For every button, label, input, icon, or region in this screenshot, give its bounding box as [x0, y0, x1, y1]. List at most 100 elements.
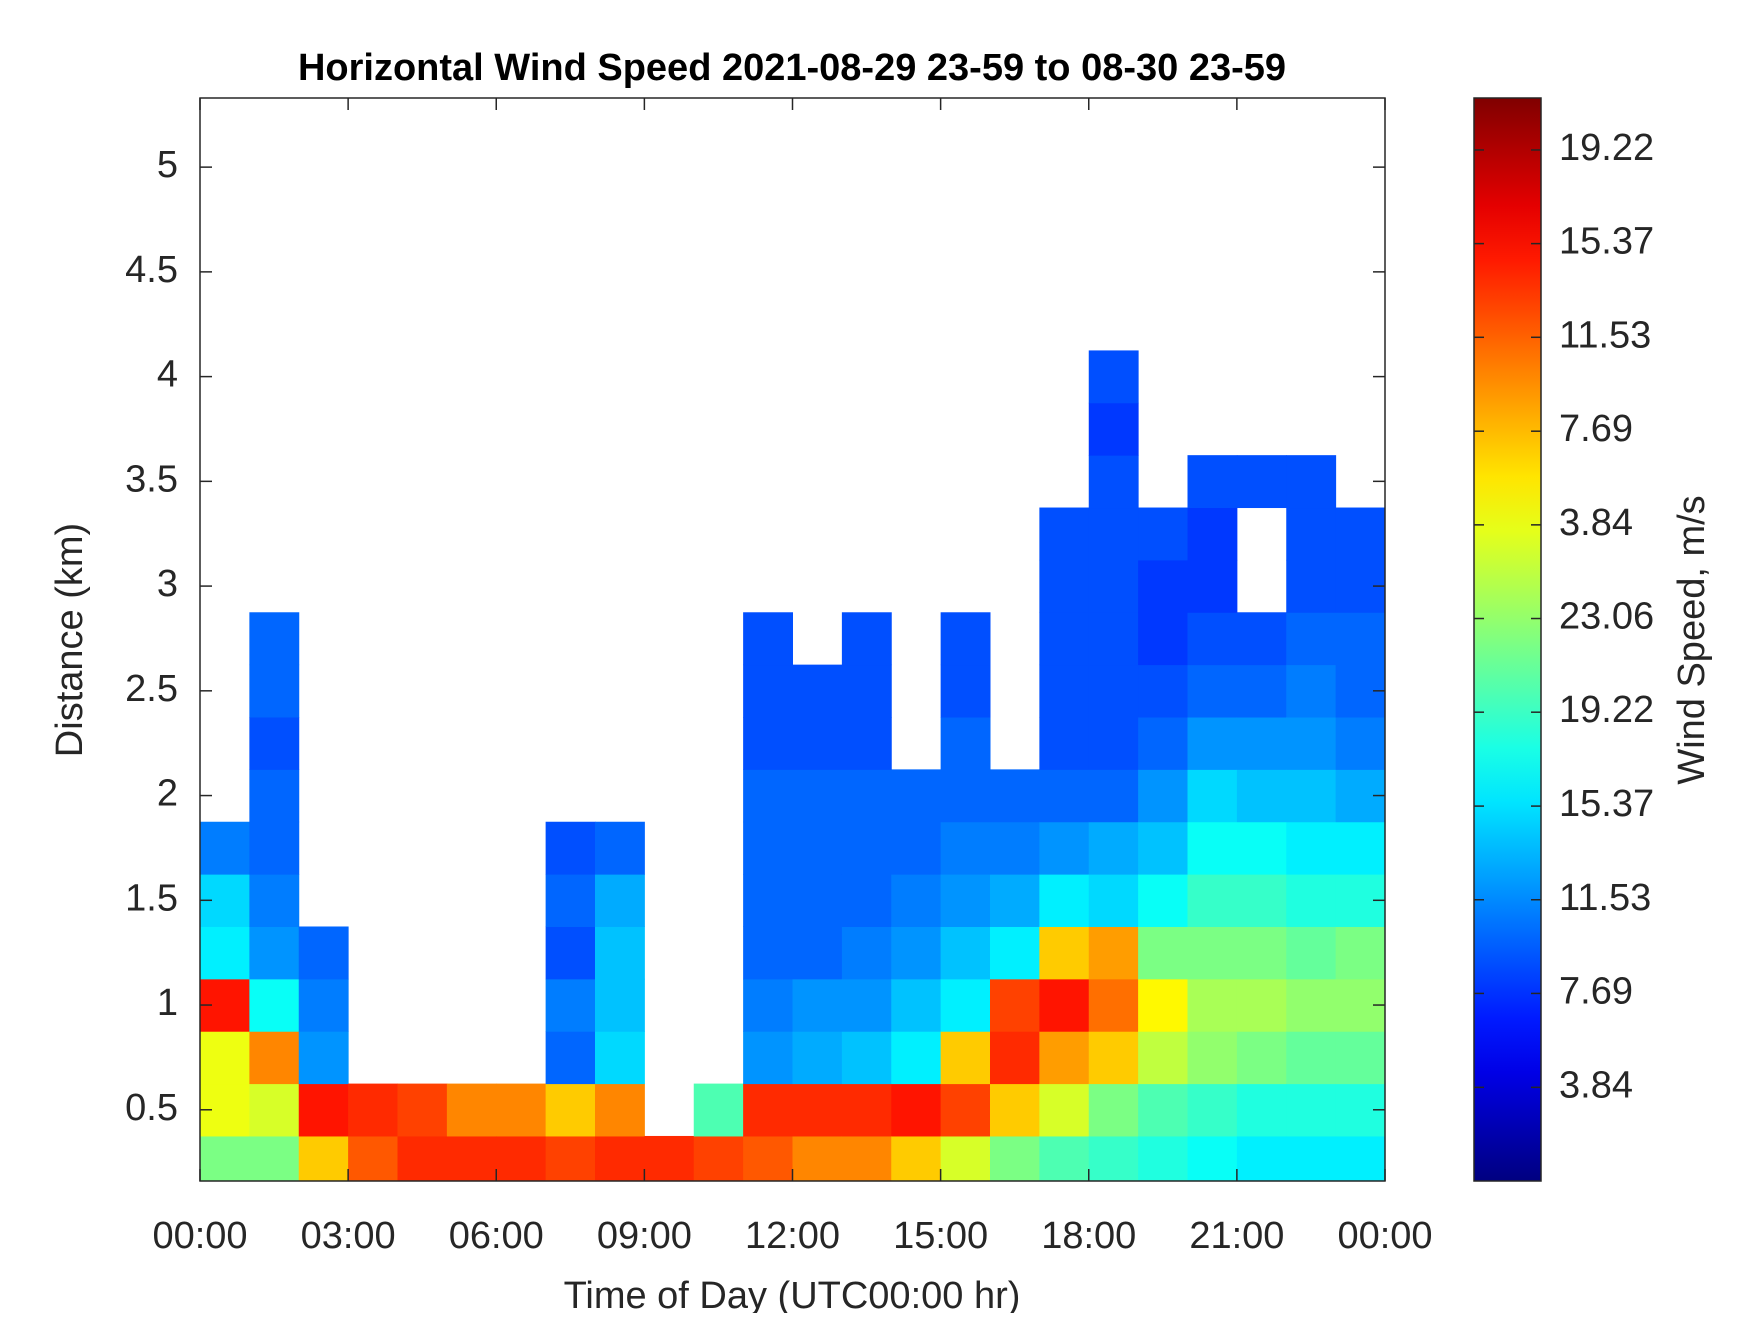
heatmap-cell	[1088, 559, 1139, 613]
heatmap-cell	[792, 1031, 843, 1085]
heatmap-cell	[1335, 717, 1385, 770]
heatmap-cell	[891, 1083, 942, 1137]
heatmap-cell	[200, 926, 250, 980]
heatmap-cell	[1039, 821, 1090, 875]
x-tick-label: 15:00	[893, 1215, 988, 1257]
heatmap-cell	[940, 874, 991, 927]
heatmap-cell	[1236, 978, 1287, 1032]
heatmap-cell	[1088, 507, 1139, 561]
heatmap-cell	[841, 769, 892, 823]
heatmap-cell	[841, 717, 892, 770]
heatmap-cell	[200, 1031, 250, 1085]
colorbar-tick-label: 7.69	[1559, 408, 1633, 450]
heatmap-cell	[1138, 1031, 1188, 1085]
heatmap-cell	[940, 612, 991, 666]
x-tick-label: 00:00	[152, 1215, 247, 1257]
heatmap-cell	[1335, 507, 1385, 561]
heatmap-cell	[1088, 1031, 1139, 1085]
heatmap-cell	[298, 1083, 349, 1137]
heatmap-cell	[1187, 769, 1238, 823]
heatmap-cell	[446, 1135, 497, 1181]
heatmap-cell	[990, 874, 1040, 927]
heatmap-cell	[1187, 1135, 1238, 1181]
heatmap-cell	[1236, 821, 1287, 875]
heatmap-cell	[1187, 612, 1238, 666]
heatmap-cell	[545, 978, 596, 1032]
heatmap-cell	[841, 874, 892, 927]
heatmap-cell	[1039, 926, 1090, 980]
heatmap-cell	[1236, 717, 1287, 770]
heatmap-cell	[990, 1083, 1040, 1137]
heatmap-cell	[792, 664, 843, 718]
heatmap-cell	[1236, 926, 1287, 980]
heatmap-cell	[891, 821, 942, 875]
heatmap-cell	[940, 717, 991, 770]
heatmap-cell	[1286, 664, 1337, 718]
heatmap-cell	[249, 612, 300, 666]
x-tick-label: 12:00	[745, 1215, 840, 1257]
heatmap-cell	[1138, 769, 1188, 823]
colorbar-tick-label: 15.37	[1559, 221, 1654, 263]
heatmap-cell	[1088, 1135, 1139, 1181]
heatmap-cell	[841, 664, 892, 718]
heatmap-cell	[891, 926, 942, 980]
heatmap-cell	[1286, 559, 1337, 613]
heatmap-cell	[891, 1031, 942, 1085]
heatmap-cell	[249, 1083, 300, 1137]
heatmap-cell	[1088, 874, 1139, 927]
heatmap-cell	[1286, 507, 1337, 561]
heatmap-cell	[595, 926, 645, 980]
heatmap-cell	[249, 821, 300, 875]
heatmap-cell	[743, 717, 793, 770]
heatmap-cell	[1039, 769, 1090, 823]
heatmap-cell	[249, 1135, 300, 1181]
heatmap-cell	[990, 1135, 1040, 1181]
x-tick-label: 09:00	[597, 1215, 692, 1257]
colorbar-tick-label: 7.69	[1559, 970, 1633, 1012]
heatmap-cell	[1286, 612, 1337, 666]
heatmap-cell	[298, 926, 349, 980]
heatmap-cell	[990, 1031, 1040, 1085]
heatmap-cell	[792, 1083, 843, 1137]
heatmap-cell	[1187, 926, 1238, 980]
heatmap-cell	[1187, 874, 1238, 927]
heatmap-cell	[249, 978, 300, 1032]
x-tick-label: 21:00	[1189, 1215, 1284, 1257]
heatmap-cell	[1187, 507, 1238, 561]
x-tick-label: 18:00	[1041, 1215, 1136, 1257]
heatmap-cell	[595, 1083, 645, 1137]
colorbar-tick-label: 15.37	[1559, 783, 1654, 825]
heatmap-cell	[940, 926, 991, 980]
heatmap-cell	[1138, 717, 1188, 770]
heatmap-cell	[743, 978, 793, 1032]
heatmap-cell	[1138, 978, 1188, 1032]
heatmap-cell	[841, 1031, 892, 1085]
heatmap-cell	[1039, 717, 1090, 770]
heatmap-cell	[743, 664, 793, 718]
heatmap-cell	[1236, 455, 1287, 509]
heatmap-cell	[841, 612, 892, 666]
heatmap-cell	[545, 874, 596, 927]
heatmap-cell	[1039, 1135, 1090, 1181]
heatmap-cell	[1138, 664, 1188, 718]
y-tick-label: 4	[157, 354, 178, 396]
heatmap-cell	[1286, 1083, 1337, 1137]
heatmap-cell	[249, 664, 300, 718]
heatmap-cell	[249, 769, 300, 823]
heatmap-cell	[1088, 978, 1139, 1032]
heatmap-cell	[1335, 612, 1385, 666]
heatmap-cell	[891, 1135, 942, 1181]
heatmap-cell	[1236, 874, 1287, 927]
heatmap-cell	[743, 1083, 793, 1137]
heatmap	[200, 350, 1385, 1181]
y-tick-label: 5	[157, 144, 178, 186]
heatmap-cell	[1138, 1083, 1188, 1137]
heatmap-cell	[1187, 664, 1238, 718]
heatmap-cell	[397, 1083, 448, 1137]
heatmap-cell	[792, 978, 843, 1032]
heatmap-cell	[1286, 926, 1337, 980]
heatmap-cell	[1138, 874, 1188, 927]
heatmap-cell	[990, 978, 1040, 1032]
heatmap-cell	[1286, 455, 1337, 509]
